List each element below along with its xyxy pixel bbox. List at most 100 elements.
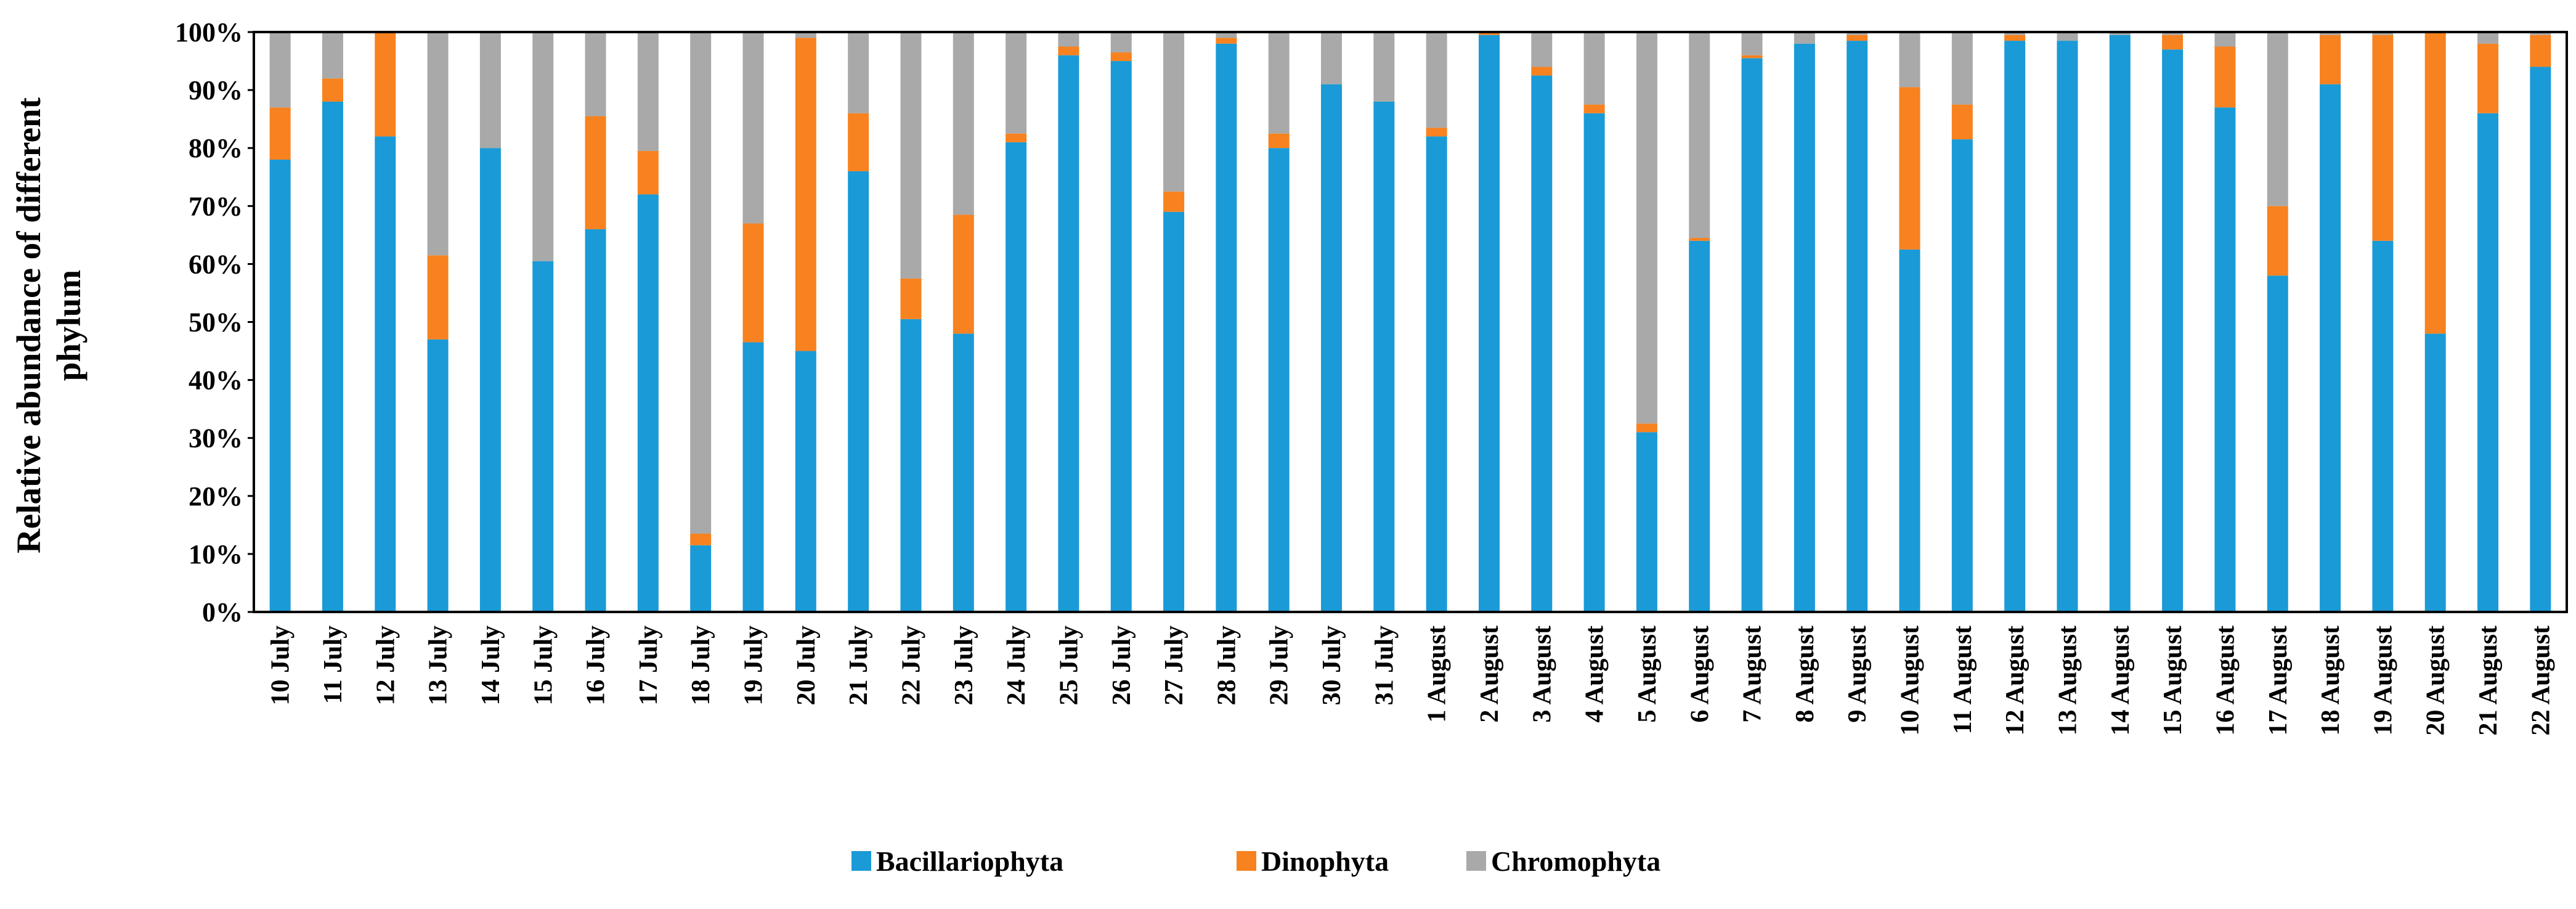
bar-segment-chromophyta: [2057, 32, 2078, 41]
bar-segment-dinophyta: [1006, 133, 1027, 142]
bar-segment-chromophyta: [795, 32, 816, 38]
bar-segment-bacillariophyta: [585, 229, 606, 612]
bar-segment-dinophyta: [1426, 128, 1447, 137]
bar-segment-dinophyta: [2004, 35, 2026, 41]
x-tick-label: 7 August: [1739, 626, 1767, 723]
bar-segment-bacillariophyta: [479, 148, 501, 612]
bar-segment-bacillariophyta: [1216, 43, 1237, 612]
bar-segment-chromophyta: [2162, 32, 2184, 35]
bar-segment-chromophyta: [1794, 32, 1815, 44]
bar-segment-dinophyta: [690, 533, 712, 545]
x-tick-label: 9 August: [1843, 626, 1872, 723]
x-tick-label: 14 July: [477, 626, 505, 706]
bar-segment-dinophyta: [2477, 43, 2499, 113]
x-tick-label: 25 July: [1055, 626, 1083, 706]
bar-segment-dinophyta: [1163, 191, 1185, 212]
x-tick-label: 15 August: [2159, 626, 2187, 736]
bar-segment-bacillariophyta: [1899, 249, 1920, 612]
bar-segment-dinophyta: [1636, 423, 1657, 433]
bar-segment-dinophyta: [269, 107, 291, 160]
bar-segment-chromophyta: [1741, 32, 1763, 55]
bar-segment-chromophyta: [2109, 32, 2131, 35]
bar-segment-dinophyta: [1058, 46, 1079, 55]
bar-segment-chromophyta: [900, 32, 922, 279]
bar-segment-bacillariophyta: [795, 351, 816, 612]
bar-segment-chromophyta: [1899, 32, 1920, 88]
y-tick-label: 80%: [189, 133, 243, 163]
bar-segment-bacillariophyta: [2214, 107, 2236, 612]
bar-segment-chromophyta: [1321, 32, 1343, 84]
bar-segment-bacillariophyta: [953, 333, 974, 612]
x-tick-label: 17 July: [635, 626, 663, 706]
bar-segment-chromophyta: [742, 32, 764, 224]
bar-segment-chromophyta: [479, 32, 501, 149]
bar-segment-chromophyta: [1268, 32, 1290, 134]
bar-segment-dinophyta: [742, 223, 764, 343]
bar-segment-dinophyta: [585, 116, 606, 229]
x-tick-label: 16 July: [582, 626, 611, 706]
bar-segment-bacillariophyta: [2057, 41, 2078, 613]
x-tick-label: 8 August: [1791, 626, 1819, 723]
bar-segment-bacillariophyta: [637, 194, 659, 613]
bar-segment-chromophyta: [1426, 32, 1447, 128]
bar-segment-dinophyta: [1583, 104, 1605, 113]
y-tick-label: 40%: [189, 365, 243, 396]
bar-segment-bacillariophyta: [1163, 211, 1185, 613]
bar-segment-chromophyta: [953, 32, 974, 215]
bar-segment-dinophyta: [1268, 133, 1290, 149]
legend-label-dinophyta: Dinophyta: [1261, 846, 1389, 877]
bar-segment-dinophyta: [795, 38, 816, 351]
x-tick-label: 22 August: [2527, 626, 2555, 736]
x-tick-label: 2 August: [1476, 626, 1504, 723]
x-tick-label: 1 August: [1423, 626, 1452, 723]
y-tick-label: 100%: [175, 17, 243, 47]
bar-segment-dinophyta: [1741, 55, 1763, 59]
bar-segment-bacillariophyta: [1583, 113, 1605, 613]
x-tick-label: 20 August: [2422, 626, 2450, 736]
bar-segment-bacillariophyta: [1847, 41, 1868, 613]
x-tick-label: 15 July: [529, 626, 558, 706]
bar-segment-dinophyta: [1531, 67, 1553, 76]
x-tick-label: 4 August: [1581, 626, 1609, 723]
x-tick-label: 12 August: [2001, 626, 2030, 736]
bar-segment-dinophyta: [953, 214, 974, 334]
bar-segment-chromophyta: [1110, 32, 1132, 52]
x-tick-label: 5 August: [1633, 626, 1662, 723]
x-tick-label: 6 August: [1686, 626, 1714, 723]
bar-segment-chromophyta: [2214, 32, 2236, 47]
bar-segment-bacillariophyta: [1110, 61, 1132, 613]
bar-segment-bacillariophyta: [2162, 49, 2184, 613]
legend-label-bacillariophyta: Bacillariophyta: [876, 846, 1063, 877]
bar-segment-dinophyta: [1689, 238, 1710, 241]
bar-segment-chromophyta: [532, 32, 554, 261]
bar-segment-chromophyta: [2530, 32, 2551, 35]
x-tick-label: 18 August: [2317, 626, 2345, 736]
bar-segment-chromophyta: [1373, 32, 1395, 102]
bar-segment-bacillariophyta: [2320, 84, 2341, 612]
bar-segment-bacillariophyta: [900, 319, 922, 612]
plot-area-frame: [253, 31, 2568, 613]
bar-segment-bacillariophyta: [690, 545, 712, 612]
bar-segment-bacillariophyta: [2267, 275, 2288, 613]
bar-segment-bacillariophyta: [2109, 35, 2131, 612]
bar-segment-dinophyta: [427, 255, 449, 340]
bar-segment-bacillariophyta: [848, 171, 869, 613]
bar-segment-chromophyta: [1058, 32, 1079, 47]
bar-segment-bacillariophyta: [1268, 148, 1290, 612]
bar-segment-bacillariophyta: [1689, 240, 1710, 612]
bar-segment-chromophyta: [690, 32, 712, 534]
bar-segment-dinophyta: [848, 113, 869, 171]
x-tick-label: 13 August: [2054, 626, 2082, 736]
x-tick-label: 16 August: [2211, 626, 2240, 736]
y-tick-label: 90%: [189, 75, 243, 105]
bar-segment-chromophyta: [637, 32, 659, 151]
bar-segment-dinophyta: [2320, 35, 2341, 84]
x-tick-label: 19 July: [740, 626, 768, 706]
bar-segment-chromophyta: [1216, 32, 1237, 38]
x-tick-label: 18 July: [687, 626, 715, 706]
y-tick-label: 30%: [189, 423, 243, 454]
bars: [269, 32, 2551, 613]
bar-segment-chromophyta: [269, 32, 291, 108]
x-tick-label: 17 August: [2264, 626, 2293, 736]
